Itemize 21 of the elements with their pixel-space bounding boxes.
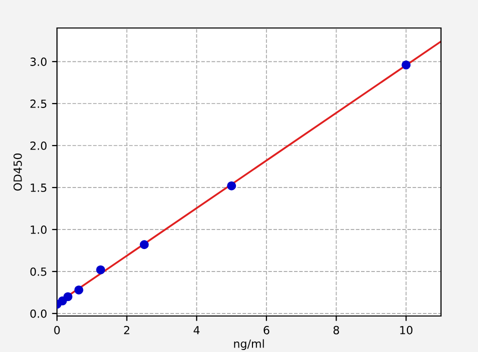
point — [63, 292, 72, 302]
x-tick-label: 2 — [124, 326, 130, 334]
y-tick-label: 0.0 — [30, 309, 47, 318]
x-tick-label: 4 — [194, 326, 200, 334]
x-tick-label: 0 — [54, 326, 60, 334]
y-tick-label: 0.5 — [30, 267, 46, 276]
point — [402, 60, 411, 70]
point — [96, 265, 106, 274]
point — [140, 240, 149, 250]
point — [74, 285, 84, 294]
y-axis-title: OD450 — [13, 153, 22, 191]
x-tick-label: 8 — [333, 326, 340, 334]
x-tick-label: 10 — [400, 326, 412, 334]
y-tick-label: 2.0 — [30, 142, 47, 150]
x-axis-title: ng/ml — [234, 339, 264, 350]
y-tick-label: 3.0 — [30, 58, 47, 66]
y-tick-label: 2.5 — [30, 100, 46, 108]
y-tick-label: 1.5 — [30, 184, 46, 192]
x-tick-label: 6 — [264, 326, 270, 334]
y-tick-label: 1.0 — [30, 225, 47, 234]
point — [227, 181, 236, 190]
